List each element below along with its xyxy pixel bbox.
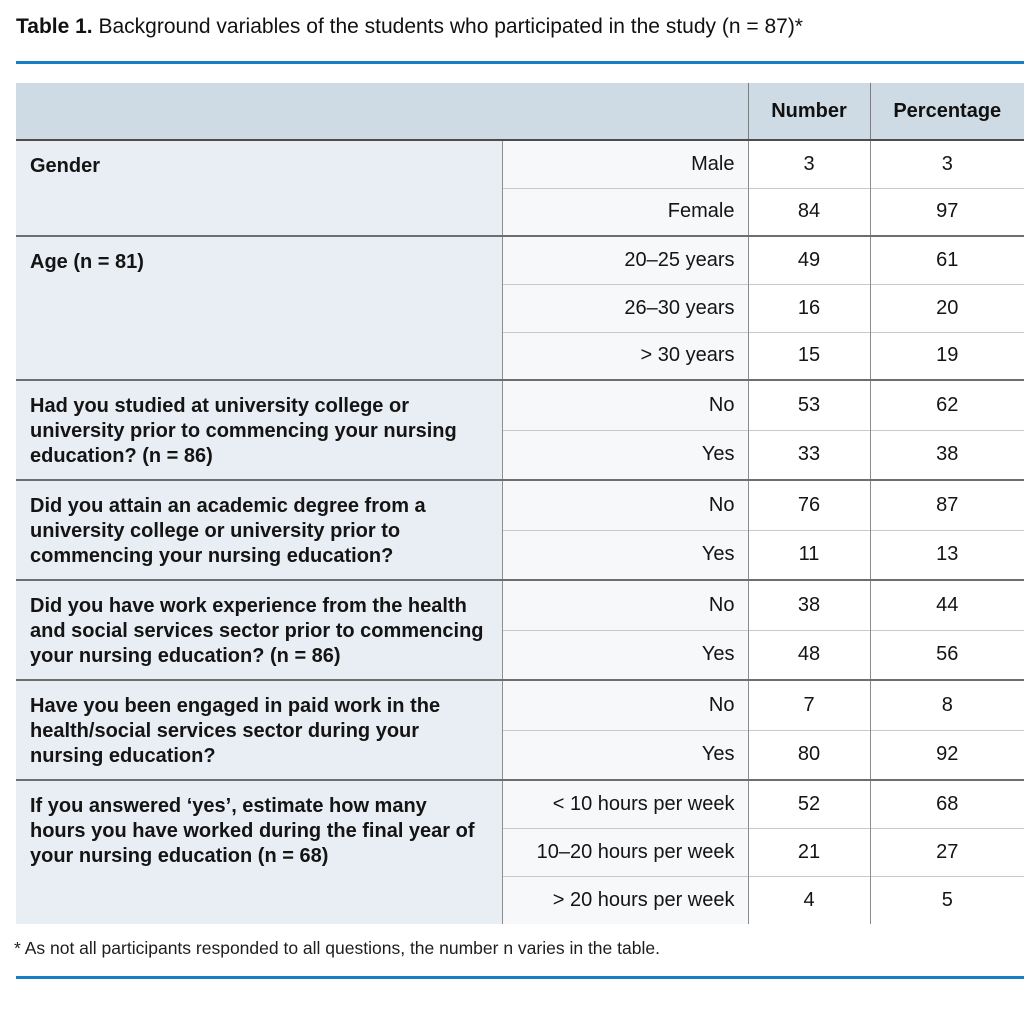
number-cell: 49 [747,235,870,284]
option-cell: No [501,479,748,530]
table-row: Age (n = 81) 20–25 years 49 61 [16,235,1024,380]
option-cell: Yes [501,429,748,480]
option-cell: Male [501,139,748,188]
table-row: Yes 80 92 [16,729,1024,780]
header-number: Number [747,83,870,141]
question-cell: Did you have work experience from the he… [16,579,502,680]
table-footnote: * As not all participants responded to a… [14,938,660,958]
number-cell: 80 [747,729,870,780]
number-cell: 53 [747,379,870,430]
percentage-cell: 62 [869,379,1024,430]
option-cell: Female [501,187,748,236]
table-caption-text: Background variables of the students who… [92,15,803,38]
option-cell: > 30 years [501,331,748,380]
option-cell: No [501,379,748,430]
number-cell: 52 [747,779,870,828]
option-cell: < 10 hours per week [501,779,748,828]
number-cell: 7 [747,679,870,730]
number-cell: 84 [747,187,870,236]
percentage-cell: 27 [869,827,1024,876]
percentage-cell: 3 [869,139,1024,188]
table-row: If you answered ‘yes’, estimate how many… [16,779,1024,924]
percentage-cell: 44 [869,579,1024,630]
top-accent-rule [16,61,1024,64]
option-cell: 20–25 years [501,235,748,284]
number-cell: 21 [747,827,870,876]
table-row: > 20 hours per week 4 5 [16,875,1024,924]
question-cell: Age (n = 81) [16,235,502,380]
table-row: Did you attain an academic degree from a… [16,479,1024,580]
option-cell: Yes [501,629,748,680]
table-row: Did you have work experience from the he… [16,579,1024,680]
percentage-cell: 13 [869,529,1024,580]
header-percentage: Percentage [869,83,1024,141]
bottom-accent-rule [16,976,1024,979]
percentage-cell: 87 [869,479,1024,530]
question-cell: Gender [16,139,502,236]
option-cell: 10–20 hours per week [501,827,748,876]
option-cell: No [501,679,748,730]
option-cell: No [501,579,748,630]
number-cell: 33 [747,429,870,480]
option-cell: Yes [501,729,748,780]
table-row: Gender Male 3 3 [16,139,1024,236]
table-header-row: Number Percentage [16,83,1024,141]
table-row: Yes 48 56 [16,629,1024,680]
table-row: 26–30 years 16 20 [16,283,1024,332]
table-row: Have you been engaged in paid work in th… [16,679,1024,780]
table-row: Yes 33 38 [16,429,1024,480]
percentage-cell: 20 [869,283,1024,332]
option-cell: Yes [501,529,748,580]
number-cell: 16 [747,283,870,332]
table-caption: Table 1. Background variables of the stu… [16,15,1008,39]
number-cell: 3 [747,139,870,188]
option-cell: 26–30 years [501,283,748,332]
percentage-cell: 5 [869,875,1024,924]
percentage-cell: 56 [869,629,1024,680]
header-empty-cell [16,83,748,141]
background-variables-table: Number Percentage Gender Male 3 3 Female 84 97… [16,83,1024,924]
percentage-cell: 97 [869,187,1024,236]
table-row: > 30 years 15 19 [16,331,1024,380]
percentage-cell: 19 [869,331,1024,380]
percentage-cell: 68 [869,779,1024,828]
number-cell: 15 [747,331,870,380]
number-cell: 4 [747,875,870,924]
percentage-cell: 8 [869,679,1024,730]
number-cell: 76 [747,479,870,530]
question-cell: Did you attain an academic degree from a… [16,479,502,580]
question-cell: Have you been engaged in paid work in th… [16,679,502,780]
percentage-cell: 92 [869,729,1024,780]
percentage-cell: 38 [869,429,1024,480]
table-row: Yes 11 13 [16,529,1024,580]
table-row: Female 84 97 [16,187,1024,236]
number-cell: 11 [747,529,870,580]
percentage-cell: 61 [869,235,1024,284]
option-cell: > 20 hours per week [501,875,748,924]
number-cell: 38 [747,579,870,630]
question-cell: If you answered ‘yes’, estimate how many… [16,779,502,924]
number-cell: 48 [747,629,870,680]
question-cell: Had you studied at university college or… [16,379,502,480]
table-number-label: Table 1. [16,15,93,38]
table-row: 10–20 hours per week 21 27 [16,827,1024,876]
table-row: Had you studied at university college or… [16,379,1024,480]
